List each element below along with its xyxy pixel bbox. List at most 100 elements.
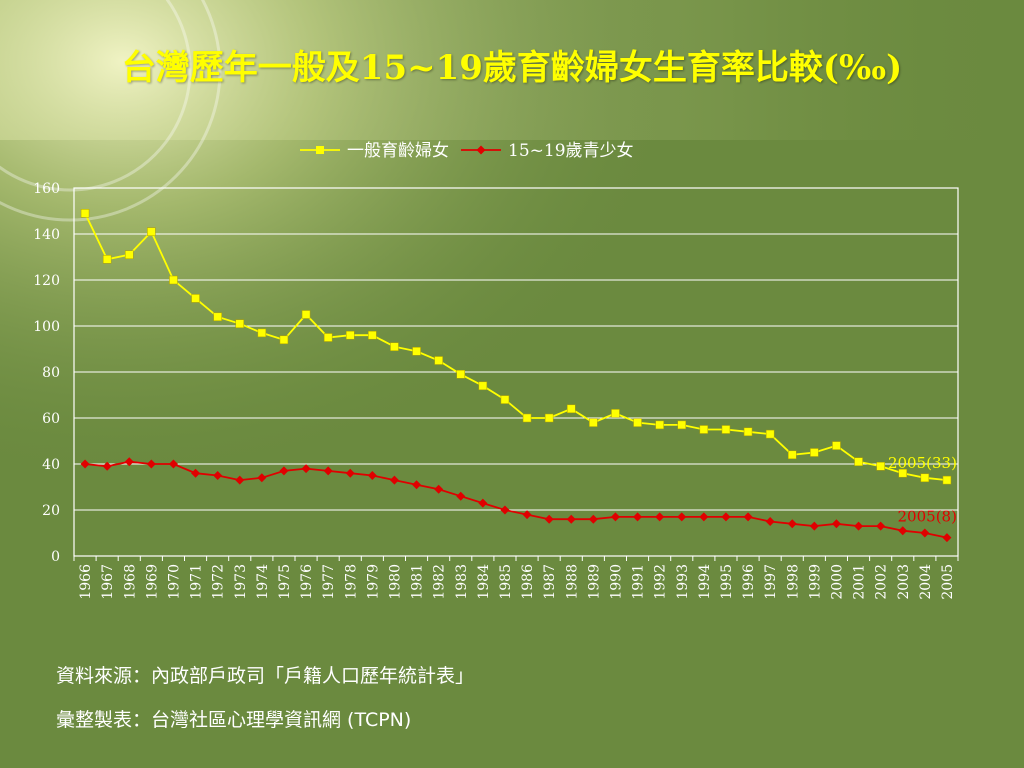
x-tick-label: 1976 xyxy=(299,564,315,600)
data-point xyxy=(456,370,465,379)
data-point xyxy=(633,512,643,522)
data-point xyxy=(147,227,156,236)
y-tick-label: 140 xyxy=(33,227,60,243)
data-point xyxy=(323,466,333,476)
data-point xyxy=(611,409,620,418)
data-point xyxy=(721,425,731,434)
data-point xyxy=(102,255,112,264)
data-point xyxy=(544,413,554,423)
x-tick-label: 1992 xyxy=(653,564,669,600)
data-point xyxy=(810,448,819,457)
x-tick-label: 1997 xyxy=(763,564,779,600)
x-tick-label: 1978 xyxy=(343,564,359,600)
x-tick-label: 2001 xyxy=(852,564,868,600)
data-point xyxy=(765,517,775,526)
data-point xyxy=(787,519,797,529)
data-point xyxy=(213,312,222,322)
x-tick-label: 1972 xyxy=(211,564,227,600)
x-tick-label: 1987 xyxy=(542,564,558,600)
data-point xyxy=(633,418,642,427)
y-tick-label: 20 xyxy=(42,503,60,519)
data-point xyxy=(301,464,311,474)
x-tick-label: 1967 xyxy=(100,564,116,600)
data-point xyxy=(146,459,156,469)
data-point xyxy=(942,533,952,543)
data-point xyxy=(80,209,90,218)
data-point xyxy=(367,471,377,480)
plot-area: 0 20 40 60 80 100 120 140 160 1966 1967 1968 1969 197… xyxy=(33,181,959,600)
data-point xyxy=(124,457,134,467)
data-point xyxy=(257,328,267,338)
data-point xyxy=(876,462,885,471)
x-tick-label: 1974 xyxy=(255,564,271,600)
x-tick-label: 1982 xyxy=(432,564,448,600)
y-tick-label: 100 xyxy=(33,319,60,335)
series-line xyxy=(84,212,948,481)
data-point xyxy=(832,441,841,450)
data-point xyxy=(522,413,532,423)
data-point xyxy=(168,459,178,469)
data-point xyxy=(544,514,554,524)
x-tick-label: 1983 xyxy=(454,564,470,600)
data-point xyxy=(942,475,952,485)
y-tick-label: 120 xyxy=(33,273,60,289)
data-point xyxy=(809,521,819,531)
x-tick-label: 1968 xyxy=(122,564,138,600)
x-tick-label: 1994 xyxy=(697,564,713,600)
x-tick-label: 1986 xyxy=(520,564,536,600)
x-tick-label: 1991 xyxy=(631,564,647,600)
data-point xyxy=(920,473,930,483)
x-tick-label: 2000 xyxy=(829,564,845,600)
clock-decoration xyxy=(0,0,222,222)
data-point xyxy=(589,418,598,427)
x-tick-label: 1971 xyxy=(189,564,205,600)
data-point xyxy=(478,498,488,508)
data-point xyxy=(677,420,686,430)
data-point xyxy=(788,450,797,460)
y-tick-label: 160 xyxy=(33,181,60,197)
y-tick-label: 60 xyxy=(42,411,60,427)
data-point xyxy=(412,480,422,490)
x-tick-label: 1966 xyxy=(78,564,94,600)
chart-legend: 一般育齡婦女 15~19歲青少女 xyxy=(300,141,634,161)
data-point xyxy=(345,468,355,478)
data-point xyxy=(500,505,510,515)
data-point xyxy=(478,381,488,391)
data-point xyxy=(125,250,134,259)
data-point xyxy=(80,459,90,469)
page-title: 台灣歷年一般及15~19歲育齡婦女生育率比較(‰) xyxy=(121,48,903,88)
x-tick-label: 1993 xyxy=(675,564,691,600)
data-point xyxy=(876,521,886,531)
data-point xyxy=(390,342,399,351)
data-point xyxy=(567,404,576,414)
data-point xyxy=(434,484,444,494)
x-tick-label: 1969 xyxy=(144,564,160,600)
x-tick-label: 2003 xyxy=(896,564,912,600)
x-tick-label: 2004 xyxy=(918,564,934,600)
data-point xyxy=(677,512,687,522)
data-point xyxy=(257,473,267,483)
data-point xyxy=(389,475,399,485)
data-point xyxy=(765,429,775,439)
data-point xyxy=(191,468,201,478)
data-point xyxy=(920,528,930,538)
data-point xyxy=(743,512,753,522)
x-tick-label: 1973 xyxy=(233,564,249,600)
data-point xyxy=(456,491,466,501)
legend-swatch-marker xyxy=(476,145,486,155)
data-point xyxy=(191,294,200,303)
data-point xyxy=(235,475,245,485)
x-tick-label: 1999 xyxy=(807,564,823,600)
x-tick-label: 1989 xyxy=(586,564,602,600)
x-tick-label: 1975 xyxy=(277,564,293,600)
data-point xyxy=(699,425,709,434)
data-point xyxy=(721,512,731,522)
x-tick-label: 1984 xyxy=(476,564,492,600)
source-note: 資料來源：內政部戶政司「戶籍人口歷年統計表」 xyxy=(56,665,475,687)
data-point xyxy=(655,420,664,430)
data-point xyxy=(235,319,244,328)
data-point xyxy=(301,310,311,319)
x-tick-label: 1995 xyxy=(719,564,735,600)
data-point xyxy=(699,512,709,522)
